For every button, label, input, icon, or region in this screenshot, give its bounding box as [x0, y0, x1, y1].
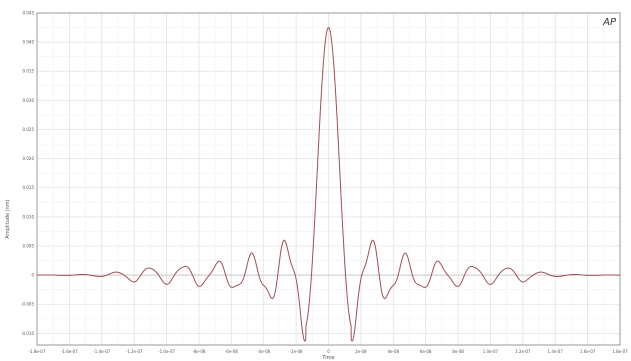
data-point — [313, 327, 315, 329]
x-axis-label: Time — [321, 355, 334, 361]
y-axis-label: Amplitude (nm) — [5, 199, 11, 238]
data-point — [425, 279, 427, 281]
ap-logo-icon: AP — [602, 17, 617, 28]
plot-frame — [36, 12, 621, 346]
y-tick-label: 0.015 — [23, 185, 35, 190]
x-tick-label: -8e-08 — [192, 349, 205, 354]
y-tick-label: 0.025 — [23, 127, 35, 132]
data-point — [36, 274, 38, 276]
data-point — [279, 260, 281, 262]
y-tick-label: 0.005 — [23, 243, 35, 248]
y-tick-label: 0 — [31, 273, 34, 278]
data-point — [342, 327, 344, 329]
y-tick-label: 0.045 — [23, 11, 35, 16]
x-tick-label: 0 — [327, 349, 330, 354]
data-point — [133, 274, 135, 276]
x-tick-label: 1.0e-07 — [483, 349, 499, 354]
x-tick-label: 6e-08 — [420, 349, 432, 354]
x-tick-label: -1.0e-07 — [158, 349, 175, 354]
data-point — [328, 27, 330, 29]
y-tick-label: -0.010 — [21, 331, 34, 336]
x-tick-label: 1.8e-07 — [612, 349, 628, 354]
x-tick-label: -1.4e-07 — [93, 349, 110, 354]
y-tick-label: 0.040 — [23, 40, 35, 45]
y-tick-label: 0.030 — [23, 98, 35, 103]
x-tick-label: 1.6e-07 — [580, 349, 596, 354]
y-tick-label: -0.005 — [21, 302, 34, 307]
x-tick-label: -1.8e-07 — [29, 349, 46, 354]
data-point — [231, 279, 233, 281]
x-tick-label: -1.6e-07 — [61, 349, 78, 354]
x-tick-label: -1.2e-07 — [126, 349, 143, 354]
x-tick-label: -6e-08 — [225, 349, 238, 354]
data-point — [619, 274, 621, 276]
x-tick-label: -2e-08 — [290, 349, 303, 354]
data-point — [376, 260, 378, 262]
data-point — [302, 245, 304, 247]
x-tick-label: 8e-08 — [452, 349, 464, 354]
x-tick-label: 2e-08 — [355, 349, 367, 354]
y-tick-label: 0.020 — [23, 156, 35, 161]
series-line — [37, 27, 620, 342]
y-tick-label: 0.010 — [23, 214, 35, 219]
x-tick-label: 4e-08 — [388, 349, 400, 354]
x-tick-label: 1.2e-07 — [515, 349, 531, 354]
x-tick-label: 1.4e-07 — [548, 349, 564, 354]
x-tick-label: -4e-08 — [257, 349, 270, 354]
data-point — [354, 245, 356, 247]
data-point — [473, 274, 475, 276]
y-tick-label: 0.035 — [23, 69, 35, 74]
